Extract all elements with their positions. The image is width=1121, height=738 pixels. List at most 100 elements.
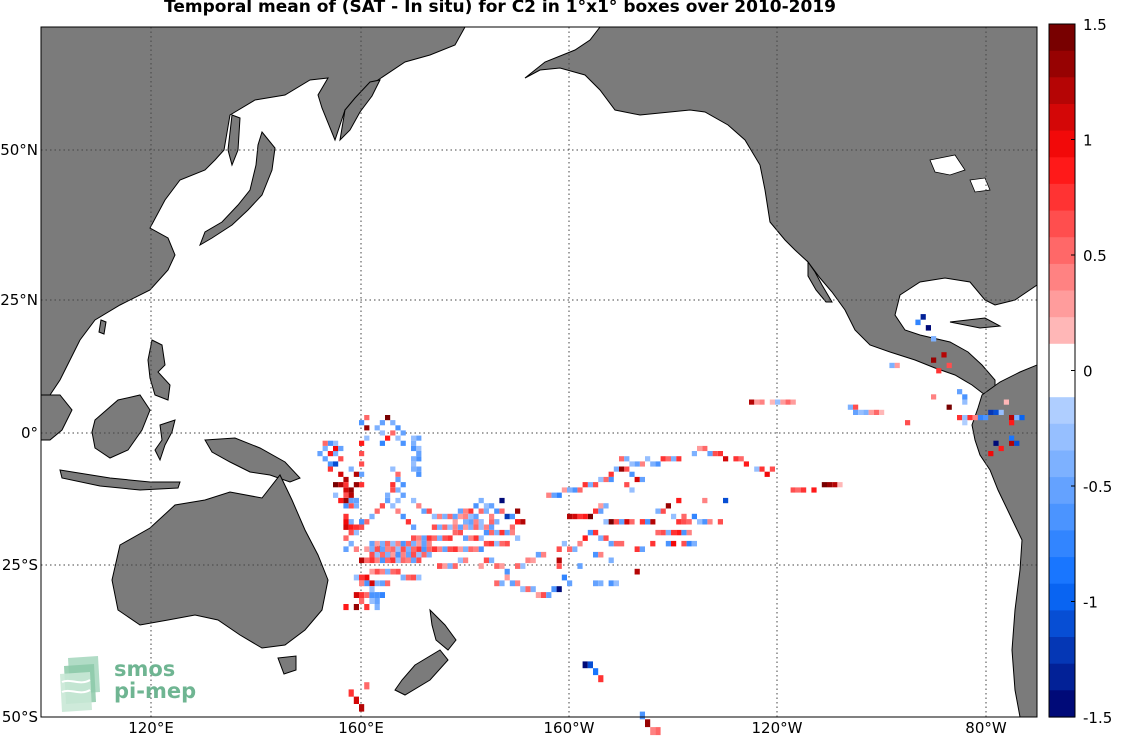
data-cell <box>348 529 354 536</box>
data-cell <box>395 476 401 483</box>
land-indochina <box>41 394 73 441</box>
data-cell <box>494 529 500 536</box>
data-cell <box>379 551 385 558</box>
x-tick-label: 160°E <box>338 719 384 737</box>
data-cell <box>390 430 396 436</box>
data-cell <box>348 487 354 493</box>
data-cell <box>619 540 625 547</box>
data-cell <box>587 529 593 536</box>
data-cell <box>515 535 521 541</box>
y-tick-label-50s: 50°S <box>2 708 38 726</box>
data-cell <box>374 580 380 587</box>
data-cell <box>473 513 479 520</box>
data-cell <box>395 557 401 564</box>
data-cell <box>390 557 396 564</box>
data-cell <box>395 435 401 441</box>
data-cell <box>837 482 843 488</box>
data-cell <box>556 563 562 569</box>
data-cell <box>556 492 562 498</box>
data-cell <box>359 461 365 467</box>
data-cell <box>364 574 370 581</box>
land-japan <box>199 130 276 247</box>
data-cell <box>499 497 505 504</box>
data-cell <box>359 598 365 604</box>
data-cell <box>473 524 479 530</box>
data-cell <box>931 336 937 342</box>
data-cell <box>379 580 385 587</box>
data-cell <box>759 466 765 472</box>
svg-text:smos: smos <box>114 657 175 681</box>
y-tick-label-25s: 25°S <box>2 556 38 574</box>
data-cell <box>317 451 323 457</box>
data-cell <box>853 409 859 415</box>
data-cell <box>416 466 422 472</box>
data-cell <box>333 445 339 452</box>
data-cell <box>463 524 469 530</box>
data-cell <box>338 482 344 488</box>
data-cell <box>364 682 370 690</box>
data-cell <box>411 551 417 558</box>
colorbar-ticks: 1.5 1 0.5 0 -0.5 -1 -1.5 <box>1071 16 1112 727</box>
data-cell <box>333 440 339 446</box>
data-cell <box>821 482 827 488</box>
data-cell <box>421 540 427 547</box>
data-cell <box>369 568 375 575</box>
data-cell <box>769 399 775 405</box>
data-cell <box>463 519 469 525</box>
colorbar-swatch <box>1049 423 1075 452</box>
data-cell <box>717 451 723 457</box>
data-cell <box>431 535 437 541</box>
data-cell <box>348 524 354 530</box>
data-cell <box>463 546 469 552</box>
colorbar-swatch <box>1049 24 1075 52</box>
data-cell <box>416 456 422 462</box>
data-cell <box>541 551 547 558</box>
data-cell <box>655 508 661 514</box>
data-cell <box>1019 415 1025 421</box>
data-cell <box>681 513 687 520</box>
data-cell <box>416 435 422 441</box>
data-cell <box>452 563 458 569</box>
data-cell <box>530 586 536 593</box>
data-cell <box>645 456 651 462</box>
data-cell <box>707 451 713 457</box>
data-cell <box>598 551 604 558</box>
data-cell <box>577 540 583 547</box>
data-cell <box>801 487 807 493</box>
data-cell <box>879 409 885 415</box>
data-cell <box>681 529 687 536</box>
data-cell <box>416 557 422 564</box>
data-cell <box>452 519 458 525</box>
land-north-america <box>524 27 1037 401</box>
colorbar-swatch <box>1049 610 1075 638</box>
data-cell <box>343 604 349 611</box>
data-cell <box>379 420 385 426</box>
data-cell <box>525 586 531 593</box>
data-cell <box>390 546 396 552</box>
data-cell <box>561 487 567 493</box>
data-cell <box>494 580 500 587</box>
data-cell <box>962 399 968 405</box>
smos-pi-mep-logo: smos pi-mep <box>60 656 196 712</box>
y-tick-label-50n: 50°N <box>0 141 38 159</box>
x-axis: 120°E 160°E 160°W 120°W 80°W <box>128 719 1007 737</box>
data-cell <box>421 546 427 552</box>
data-cell <box>426 546 432 552</box>
data-cell <box>416 471 422 477</box>
land-philippines <box>147 339 171 401</box>
data-cell <box>478 546 484 552</box>
data-cell <box>405 546 411 552</box>
data-cell <box>483 524 489 530</box>
land-sakhalin <box>227 114 241 167</box>
data-cell <box>468 524 474 530</box>
data-cell <box>400 430 406 436</box>
data-cell <box>587 661 593 669</box>
data-cell <box>421 535 427 541</box>
data-cell <box>520 586 526 593</box>
data-cell <box>390 420 396 426</box>
data-cell <box>348 497 354 504</box>
data-cell <box>364 425 370 431</box>
data-cell <box>723 497 729 504</box>
data-cell <box>369 551 375 558</box>
data-cell <box>686 519 692 525</box>
